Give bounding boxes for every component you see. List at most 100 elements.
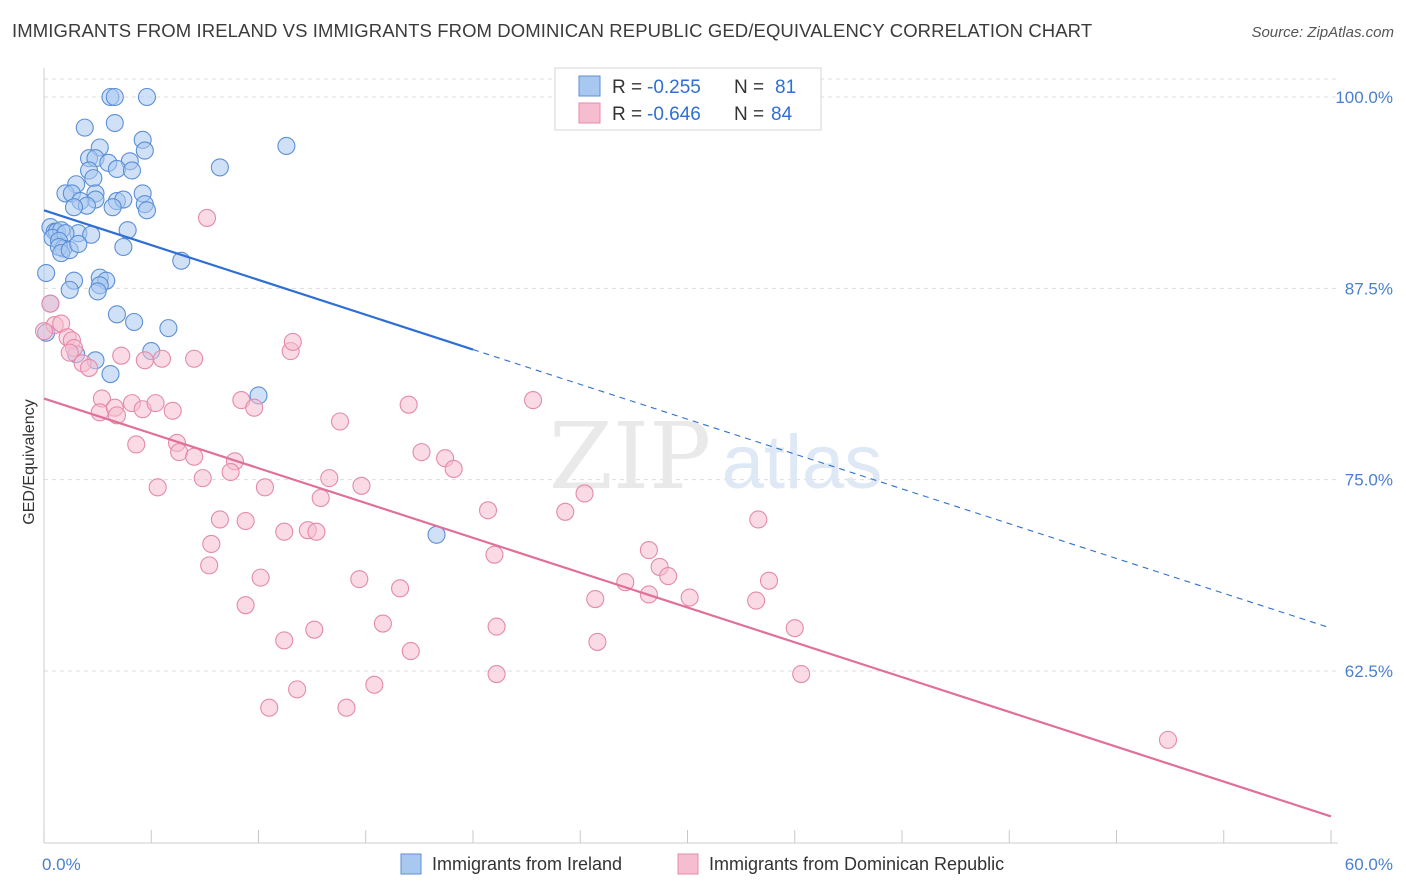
point-dominican bbox=[197, 208, 217, 227]
point-dominican bbox=[275, 631, 294, 650]
legend-r-label-ireland: R = bbox=[612, 77, 642, 98]
point-ireland bbox=[114, 237, 133, 257]
legend-n-label-ireland: N = bbox=[734, 77, 764, 98]
legend-r-value-ireland: -0.255 bbox=[647, 77, 701, 98]
point-dominican bbox=[487, 617, 506, 636]
point-dominican bbox=[202, 534, 221, 554]
point-ireland bbox=[69, 234, 88, 253]
point-ireland bbox=[75, 118, 94, 137]
point-ireland bbox=[107, 159, 126, 178]
point-ireland bbox=[101, 365, 120, 384]
point-dominican bbox=[193, 469, 212, 488]
point-dominican bbox=[245, 398, 264, 417]
point-ireland bbox=[137, 87, 157, 107]
y-axis-tick-labels: 100.0% 87.5% 75.0% 62.5% bbox=[1335, 88, 1393, 681]
chart-title: IMMIGRANTS FROM IRELAND VS IMMIGRANTS FR… bbox=[12, 20, 1093, 41]
point-dominican bbox=[401, 642, 420, 661]
point-dominican bbox=[163, 401, 182, 420]
point-dominican bbox=[556, 502, 575, 521]
legend-r-value-dominican: -0.646 bbox=[647, 104, 701, 125]
series-legend-label-ireland: Immigrants from Ireland bbox=[432, 854, 622, 874]
point-dominican bbox=[146, 394, 165, 413]
point-dominican bbox=[759, 571, 779, 590]
trend-lines bbox=[43, 209, 1332, 818]
point-dominican bbox=[373, 614, 392, 633]
point-dominican bbox=[260, 698, 279, 717]
point-ireland bbox=[210, 158, 229, 177]
point-dominican bbox=[588, 632, 607, 651]
point-dominican bbox=[792, 665, 811, 684]
point-dominican bbox=[185, 447, 204, 466]
stats-legend: R = -0.255 N = 81 R = -0.646 N = 84 bbox=[554, 67, 822, 131]
point-dominican bbox=[236, 511, 255, 531]
point-dominican bbox=[1158, 730, 1178, 749]
trend-line-ireland-extension bbox=[472, 349, 1332, 629]
point-ireland bbox=[118, 221, 137, 240]
x-axis-ticks bbox=[43, 830, 1332, 843]
point-dominican bbox=[107, 406, 126, 425]
legend-swatch-dominican bbox=[578, 102, 601, 124]
point-dominican bbox=[352, 476, 371, 495]
point-dominican bbox=[785, 619, 804, 638]
point-ireland bbox=[84, 169, 103, 188]
point-dominican bbox=[288, 680, 307, 699]
point-dominican bbox=[275, 522, 294, 541]
point-dominican bbox=[251, 568, 270, 587]
point-dominican bbox=[236, 596, 255, 615]
point-dominican bbox=[200, 556, 219, 575]
series-legend: Immigrants from Ireland Immigrants from … bbox=[400, 853, 1004, 875]
point-dominican bbox=[255, 478, 274, 497]
point-dominican bbox=[311, 488, 330, 508]
point-dominican bbox=[170, 443, 189, 462]
point-ireland bbox=[107, 305, 126, 324]
point-dominican bbox=[283, 332, 302, 351]
point-dominican bbox=[680, 588, 699, 607]
point-dominican bbox=[330, 412, 350, 431]
point-ireland bbox=[125, 312, 144, 332]
point-dominican bbox=[152, 349, 172, 368]
watermark-atlas: atlas bbox=[722, 420, 883, 505]
point-dominican bbox=[34, 322, 54, 341]
point-ireland bbox=[103, 198, 122, 217]
point-dominican bbox=[444, 459, 463, 479]
x-tick-label-max: 60.0% bbox=[1345, 855, 1393, 874]
point-dominican bbox=[478, 501, 498, 520]
point-dominican bbox=[487, 665, 506, 684]
legend-n-value-ireland: 81 bbox=[775, 77, 796, 98]
point-dominican bbox=[320, 469, 339, 488]
point-dominican bbox=[148, 478, 167, 497]
point-dominican bbox=[135, 351, 154, 370]
point-dominican bbox=[659, 567, 678, 586]
point-dominican bbox=[60, 343, 79, 362]
source-note: Source: ZipAtlas.com bbox=[1251, 24, 1394, 41]
y-tick-label: 62.5% bbox=[1345, 662, 1393, 681]
trend-line-dominican bbox=[43, 397, 1332, 818]
point-ireland bbox=[88, 282, 107, 301]
series-legend-label-dominican: Immigrants from Dominican Republic bbox=[709, 854, 1004, 874]
y-tick-label: 87.5% bbox=[1345, 279, 1393, 298]
point-ireland bbox=[137, 201, 157, 220]
point-ireland bbox=[64, 198, 84, 217]
point-dominican bbox=[365, 675, 384, 694]
point-dominican bbox=[79, 358, 99, 377]
point-ireland bbox=[277, 136, 296, 156]
legend-n-value-dominican: 84 bbox=[771, 104, 793, 125]
point-dominican bbox=[350, 570, 369, 589]
point-dominican bbox=[305, 620, 324, 639]
legend-n-label-dominican: N = bbox=[734, 104, 764, 125]
point-dominican bbox=[112, 346, 131, 365]
point-dominican bbox=[210, 510, 229, 529]
point-dominican bbox=[524, 391, 543, 410]
y-tick-label: 75.0% bbox=[1345, 471, 1393, 490]
point-dominican bbox=[749, 510, 768, 529]
point-ireland bbox=[135, 141, 154, 160]
point-dominican bbox=[337, 698, 356, 717]
point-dominican bbox=[307, 522, 326, 541]
point-dominican bbox=[412, 443, 431, 462]
series-ireland-points bbox=[37, 87, 446, 544]
point-dominican bbox=[185, 349, 204, 368]
point-dominican bbox=[399, 395, 418, 414]
gridlines bbox=[44, 78, 1338, 672]
x-tick-label-min: 0.0% bbox=[42, 855, 81, 874]
series-legend-swatch-ireland bbox=[400, 853, 422, 875]
